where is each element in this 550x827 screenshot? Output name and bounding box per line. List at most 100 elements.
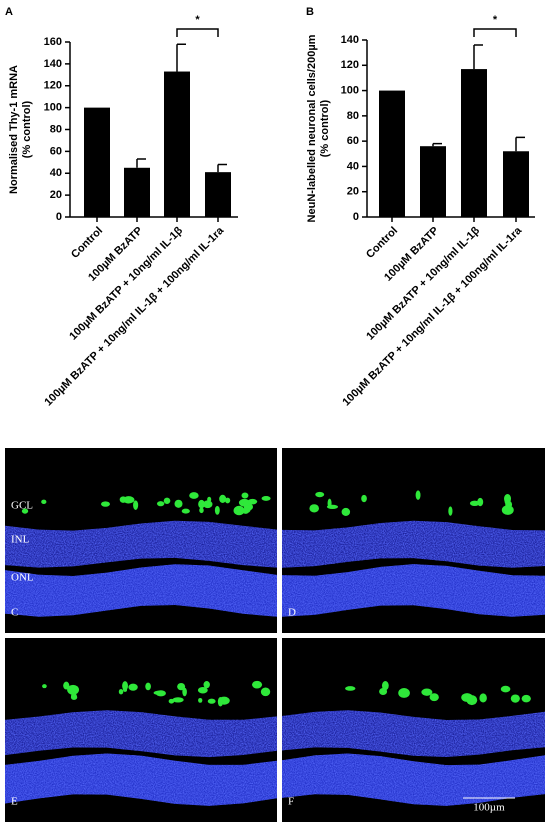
error-bar — [217, 163, 227, 173]
scale-bar-label: 100µm — [473, 802, 505, 814]
bar — [379, 90, 405, 217]
labelled-cell — [415, 490, 421, 500]
labelled-cell — [133, 500, 139, 510]
panel-letter: C — [11, 607, 18, 619]
labelled-cell — [381, 680, 389, 691]
labelled-cell — [67, 684, 80, 695]
labelled-cell — [182, 687, 187, 697]
labelled-cell — [153, 690, 166, 696]
y-tick-label: 40 — [347, 160, 359, 172]
labelled-cell — [177, 682, 186, 691]
outer-nuclear-speckle — [5, 564, 277, 617]
error-bar — [432, 142, 442, 147]
y-axis-label: NeuN-labelled neuronal cells/200µm — [306, 34, 318, 222]
labelled-cell — [315, 491, 325, 498]
labelled-cell — [198, 499, 205, 509]
micrograph: F 100µm — [282, 638, 545, 822]
labelled-cell — [207, 496, 212, 503]
micrograph: E — [5, 638, 277, 822]
labelled-cell — [119, 496, 127, 503]
labelled-cell — [479, 693, 487, 703]
y-tick-label: 60 — [347, 135, 359, 147]
y-tick-label: 100 — [44, 102, 62, 114]
labelled-cell — [421, 688, 433, 696]
labelled-cell — [217, 696, 224, 707]
labelled-cell — [145, 682, 151, 691]
labelled-cell — [326, 504, 339, 509]
labelled-cell — [63, 681, 70, 690]
labelled-cell — [219, 494, 227, 503]
y-tick-label: 80 — [347, 110, 359, 122]
y-axis-label: Normalised Thy-1 mRNA — [8, 65, 20, 194]
labelled-cell — [181, 508, 190, 514]
outer-nuclear-speckle — [282, 564, 545, 617]
labelled-cell — [461, 693, 473, 702]
labelled-cell — [361, 494, 367, 503]
y-tick-label: 60 — [50, 145, 62, 157]
error-bar — [136, 158, 146, 168]
bar — [420, 146, 446, 217]
layer-label: INL — [11, 534, 30, 546]
inner-nuclear-speckle — [282, 520, 545, 568]
labelled-cell — [172, 697, 184, 703]
y-tick-label: 20 — [50, 189, 62, 201]
labelled-cell — [21, 508, 29, 514]
labelled-cell — [241, 492, 249, 499]
labelled-cell — [174, 499, 183, 508]
error-bar — [473, 44, 483, 70]
labelled-cell — [505, 500, 513, 509]
y-axis-label: (% control) — [319, 99, 331, 157]
micrograph: GCL INL ONL C — [5, 448, 277, 633]
labelled-cell — [345, 686, 356, 691]
outer-nuclear-speckle — [5, 753, 277, 806]
labelled-cell — [203, 681, 210, 689]
labelled-cell — [128, 683, 138, 691]
y-tick-label: 0 — [353, 211, 359, 223]
y-tick-label: 140 — [44, 58, 62, 70]
x-tick-label: Control — [364, 225, 400, 261]
labelled-cell — [224, 497, 231, 504]
labelled-cell — [199, 507, 204, 514]
inner-nuclear-speckle — [5, 520, 277, 568]
micrographs: GCL INL ONL C D E F 100µm — [5, 448, 545, 822]
labelled-cell — [168, 698, 175, 704]
labelled-cell — [247, 498, 258, 505]
significance-label: * — [195, 14, 200, 26]
labelled-cell — [469, 500, 480, 507]
y-tick-label: 80 — [50, 123, 62, 135]
panel-letter: E — [11, 796, 18, 808]
x-tick-label: Control — [69, 225, 105, 261]
chart: B NeuN-labelled neuronal cells/200µm (% co… — [306, 6, 535, 409]
bar — [164, 71, 190, 217]
y-tick-label: 100 — [341, 84, 359, 96]
layer-label: GCL — [11, 500, 33, 512]
labelled-cell — [207, 698, 216, 704]
labelled-cell — [260, 687, 271, 697]
panel-label: A — [5, 6, 13, 18]
y-tick-label: 140 — [341, 34, 359, 46]
bar — [124, 167, 150, 217]
labelled-cell — [309, 504, 319, 513]
labelled-cell — [197, 686, 208, 694]
labelled-cell — [500, 685, 511, 693]
labelled-cell — [122, 681, 128, 691]
labelled-cell — [477, 497, 484, 507]
labelled-cell — [510, 694, 520, 703]
bar — [503, 151, 529, 217]
bar — [84, 107, 110, 217]
labelled-cell — [233, 505, 245, 516]
labelled-cell — [521, 694, 531, 703]
labelled-cell — [101, 501, 110, 507]
labelled-cell — [163, 497, 171, 504]
panel-letter: D — [288, 607, 296, 619]
y-tick-label: 40 — [50, 167, 62, 179]
labelled-cell — [261, 496, 271, 501]
significance-bracket — [473, 28, 517, 37]
labelled-cell — [238, 498, 250, 507]
labelled-cell — [214, 505, 220, 515]
inner-nuclear-speckle — [282, 710, 545, 758]
labelled-cell — [118, 689, 124, 695]
significance-bracket — [176, 28, 219, 37]
error-bar — [515, 136, 525, 152]
